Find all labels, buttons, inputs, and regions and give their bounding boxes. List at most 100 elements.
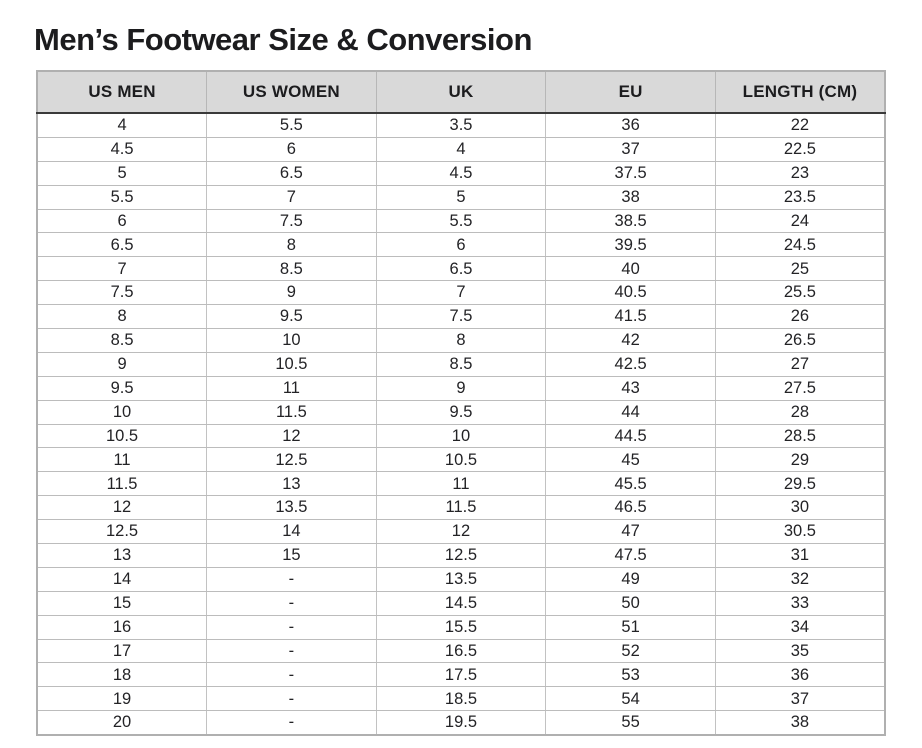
table-cell: 40: [545, 256, 716, 282]
table-cell: 42.5: [545, 352, 716, 377]
table-cell: 47: [545, 519, 716, 545]
table-cell: 11.5: [376, 495, 547, 521]
table-cell: 15: [37, 591, 208, 616]
table-cell: 33: [715, 591, 885, 616]
table-row: 15-14.5 50 33: [37, 591, 885, 616]
table-cell: 29.5: [715, 471, 885, 497]
table-cell: 35: [715, 639, 885, 664]
table-cell: 8.5: [376, 352, 547, 377]
table-cell: 9.5: [206, 304, 377, 330]
table-cell: 30: [715, 495, 885, 521]
table-row: 8.5 10 8 42 26.5: [37, 328, 885, 353]
table-cell: 34: [715, 615, 885, 640]
table-cell: 19.5: [376, 710, 547, 736]
table-row: 9 10.5 8.5 42.5 27: [37, 352, 885, 377]
table-cell: 43: [545, 376, 716, 401]
table-row: 20-19.5 55 38: [37, 710, 885, 736]
table-cell: 7.5: [376, 304, 547, 330]
table-cell: 47.5: [545, 543, 716, 568]
table-cell: 4: [376, 137, 547, 162]
table-cell: -: [206, 686, 377, 712]
table-cell: 16: [37, 615, 208, 640]
table-cell: 45.5: [545, 471, 716, 497]
table-cell: 6: [206, 137, 377, 162]
table-cell: 31: [715, 543, 885, 568]
table-cell: 24: [715, 209, 885, 234]
table-row: 16-15.5 51 34: [37, 615, 885, 640]
table-cell: 7.5: [37, 280, 208, 306]
table-cell: 19: [37, 686, 208, 712]
table-cell: 54: [545, 686, 716, 712]
table-cell: 11: [37, 447, 208, 473]
table-cell: 53: [545, 662, 716, 688]
table-cell: 23: [715, 161, 885, 186]
table-cell: 52: [545, 639, 716, 664]
table-cell: 50: [545, 591, 716, 616]
table-cell: 12.5: [37, 519, 208, 545]
table-cell: 12: [37, 495, 208, 521]
table-cell: -: [206, 639, 377, 664]
table-cell: 11.5: [37, 471, 208, 497]
table-cell: -: [206, 615, 377, 640]
table-cell: 12: [376, 519, 547, 545]
table-cell: 9.5: [376, 400, 547, 425]
table-body: 4 5.5 3.5 36 22 4.5 6 4 37 22.5 5 6.5 4.5 37.5 23 5.5 7 5…: [37, 113, 885, 736]
table-cell: 26: [715, 304, 885, 330]
table-cell: -: [206, 567, 377, 592]
table-row: 4 5.5 3.5 36 22: [37, 113, 885, 138]
table-cell: 22.5: [715, 137, 885, 162]
table-cell: 9.5: [37, 376, 208, 401]
table-row: 9.5 11 9 43 27.5: [37, 376, 885, 401]
table-row: 5.5 7 5 38 23.5: [37, 185, 885, 210]
table-row: 7.5 9 7 40.5 25.5: [37, 280, 885, 306]
table-cell: 12.5: [206, 447, 377, 473]
table-cell: 32: [715, 567, 885, 592]
table-cell: 51: [545, 615, 716, 640]
table-cell: 6.5: [37, 232, 208, 258]
table-cell: 13: [206, 471, 377, 497]
table-cell: 4: [37, 113, 208, 138]
column-header-uk: UK: [376, 71, 547, 114]
table-cell: 12: [206, 424, 377, 449]
table-row: 5 6.5 4.5 37.5 23: [37, 161, 885, 186]
table-cell: 14.5: [376, 591, 547, 616]
table-row: 11.5 13 11 45.5 29.5: [37, 471, 885, 497]
table-cell: 44.5: [545, 424, 716, 449]
table-cell: 9: [37, 352, 208, 377]
page-title: Men’s Footwear Size & Conversion: [34, 22, 532, 57]
size-conversion-table: US MEN US WOMEN UK EU LENGTH (CM) 4 5.5 3.…: [36, 70, 886, 737]
column-header-eu: EU: [545, 71, 716, 114]
table-cell: 5.5: [37, 185, 208, 210]
table-cell: 42: [545, 328, 716, 353]
table-cell: 6.5: [376, 256, 547, 282]
table-cell: 20: [37, 710, 208, 736]
table-cell: 13.5: [206, 495, 377, 521]
table-cell: 12.5: [376, 543, 547, 568]
table-cell: 3.5: [376, 113, 547, 138]
table-cell: 7: [206, 185, 377, 210]
column-header-us-men: US MEN: [37, 71, 208, 114]
table-cell: 8.5: [206, 256, 377, 282]
table-cell: 24.5: [715, 232, 885, 258]
table-cell: 39.5: [545, 232, 716, 258]
table-cell: 55: [545, 710, 716, 736]
table-row: 17-16.5 52 35: [37, 639, 885, 664]
table-row: 12 13.5 11.5 46.5 30: [37, 495, 885, 521]
table-cell: 46.5: [545, 495, 716, 521]
table-cell: 37: [545, 137, 716, 162]
table-cell: 5: [37, 161, 208, 186]
table-cell: 26.5: [715, 328, 885, 353]
table-cell: 11: [376, 471, 547, 497]
table-cell: 38: [545, 185, 716, 210]
table-row: 14-13.5 49 32: [37, 567, 885, 592]
table-cell: 27: [715, 352, 885, 377]
table-cell: 49: [545, 567, 716, 592]
table-row: 19-18.5 54 37: [37, 686, 885, 712]
table-cell: 44: [545, 400, 716, 425]
table-row: 12.5 14 12 47 30.5: [37, 519, 885, 545]
table-cell: 5.5: [376, 209, 547, 234]
table-cell: 36: [715, 662, 885, 688]
table-cell: 7: [376, 280, 547, 306]
table-cell: 6: [37, 209, 208, 234]
